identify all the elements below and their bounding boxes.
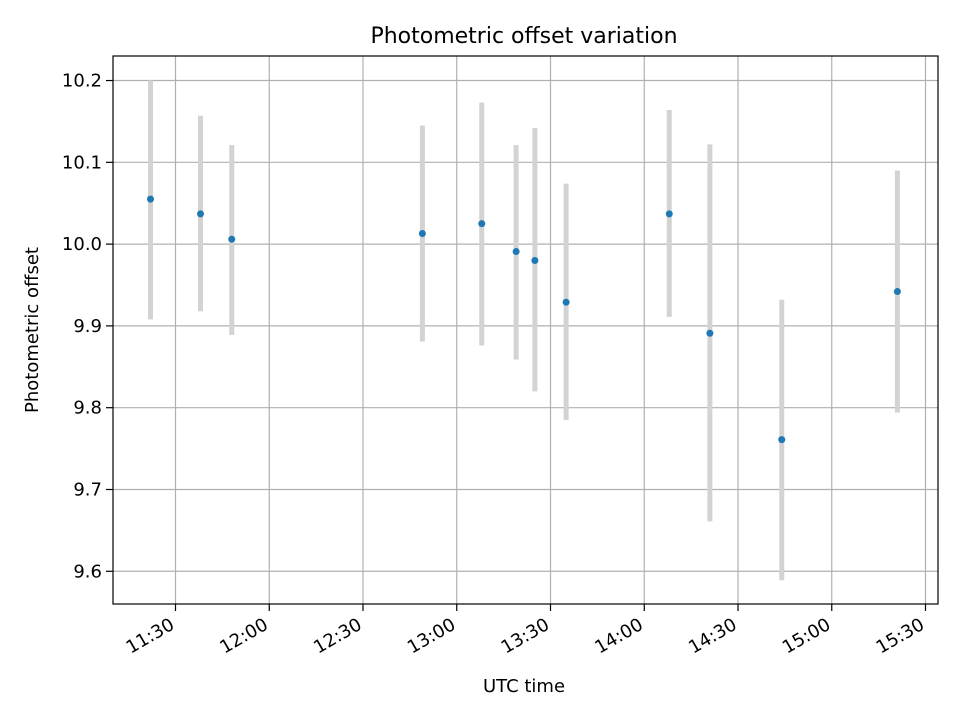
grid [113, 56, 938, 604]
plot-frame [112, 55, 939, 605]
data-point [706, 329, 714, 337]
data-point [418, 229, 426, 237]
y-tick-label: 9.7 [73, 479, 102, 500]
x-tick-label: 13:00 [404, 614, 459, 658]
error-bars [148, 80, 900, 581]
y-tick-label: 10.2 [62, 71, 102, 92]
x-tick-label: 13:30 [498, 614, 553, 658]
x-tick-label: 15:00 [779, 614, 834, 658]
y-tick-label: 9.6 [73, 561, 102, 582]
data-point [197, 210, 204, 218]
y-axis-ticks: 9.6 9.7 9.8 9.9 10.0 10.1 10.2 [62, 71, 113, 582]
x-axis-ticks: 11:30 12:00 12:30 13:00 13:30 14:00 14:30 15:00… [123, 604, 928, 658]
y-axis-label: Photometric offset [22, 247, 43, 413]
data-point [531, 256, 539, 264]
x-tick-label: 14:00 [591, 614, 646, 658]
y-tick-label: 9.9 [73, 316, 102, 337]
y-tick-label: 10.0 [62, 234, 102, 255]
x-tick-label: 15:30 [873, 614, 928, 658]
data-point [893, 288, 901, 296]
data-point [665, 210, 673, 218]
x-tick-label: 12:30 [310, 614, 365, 658]
y-tick-label: 9.8 [73, 398, 102, 419]
y-tick-label: 10.1 [62, 152, 102, 173]
data-points [147, 195, 901, 444]
x-tick-label: 11:30 [123, 614, 178, 658]
data-point [478, 220, 486, 228]
data-point [512, 247, 520, 255]
x-axis-label: UTC time [483, 676, 565, 697]
x-tick-label: 12:00 [216, 614, 271, 658]
x-tick-label: 14:30 [685, 614, 740, 658]
data-point [562, 298, 570, 306]
chart-title: Photometric offset variation [370, 24, 677, 49]
data-point [228, 235, 236, 243]
data-point [778, 436, 786, 444]
data-point [147, 195, 154, 203]
